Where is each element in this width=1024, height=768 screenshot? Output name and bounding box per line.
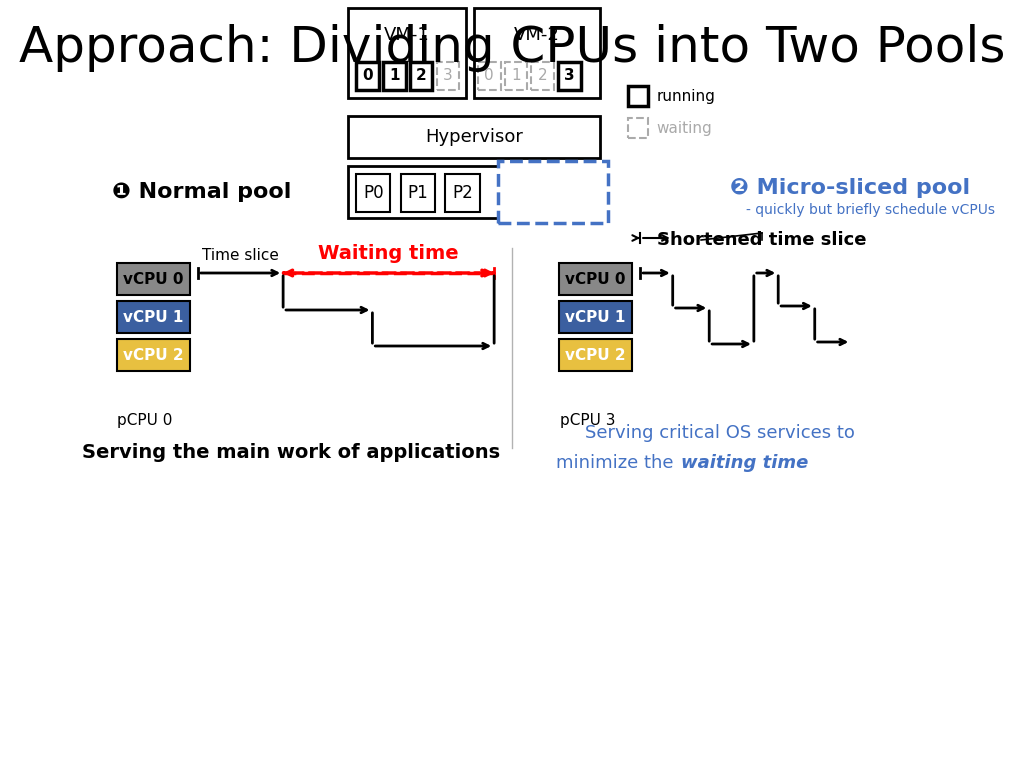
FancyBboxPatch shape xyxy=(356,62,379,90)
Text: P0: P0 xyxy=(362,184,384,202)
FancyBboxPatch shape xyxy=(436,62,459,90)
Text: Hypervisor: Hypervisor xyxy=(425,128,523,146)
FancyBboxPatch shape xyxy=(558,62,581,90)
Text: pCPU 3: pCPU 3 xyxy=(560,412,615,428)
FancyBboxPatch shape xyxy=(410,62,432,90)
FancyBboxPatch shape xyxy=(559,339,632,371)
Text: 2: 2 xyxy=(416,68,426,84)
Text: vCPU 0: vCPU 0 xyxy=(123,272,183,286)
Text: vCPU 1: vCPU 1 xyxy=(123,310,183,325)
FancyBboxPatch shape xyxy=(478,62,501,90)
Text: Approach: Dividing CPUs into Two Pools: Approach: Dividing CPUs into Two Pools xyxy=(18,24,1006,72)
FancyBboxPatch shape xyxy=(628,118,648,138)
FancyBboxPatch shape xyxy=(117,301,189,333)
Text: P1: P1 xyxy=(408,184,428,202)
FancyBboxPatch shape xyxy=(348,8,466,98)
Text: VM-1: VM-1 xyxy=(384,26,430,44)
Text: 1: 1 xyxy=(511,68,521,84)
Text: P3: P3 xyxy=(534,184,554,202)
Text: 0: 0 xyxy=(484,68,495,84)
Text: Serving critical OS services to: Serving critical OS services to xyxy=(585,424,855,442)
Text: waiting: waiting xyxy=(656,121,713,135)
FancyBboxPatch shape xyxy=(559,301,632,333)
FancyBboxPatch shape xyxy=(117,339,189,371)
FancyBboxPatch shape xyxy=(383,62,406,90)
Text: vCPU 0: vCPU 0 xyxy=(565,272,626,286)
Text: - quickly but briefly schedule vCPUs: - quickly but briefly schedule vCPUs xyxy=(745,203,994,217)
FancyBboxPatch shape xyxy=(445,174,479,212)
FancyBboxPatch shape xyxy=(400,174,435,212)
Text: 0: 0 xyxy=(362,68,373,84)
Text: pCPU 0: pCPU 0 xyxy=(118,412,173,428)
Text: vCPU 1: vCPU 1 xyxy=(565,310,626,325)
Text: Serving the main work of applications: Serving the main work of applications xyxy=(82,443,501,462)
Text: vCPU 2: vCPU 2 xyxy=(123,347,183,362)
Text: 3: 3 xyxy=(443,68,453,84)
FancyBboxPatch shape xyxy=(531,62,554,90)
Text: running: running xyxy=(656,88,716,104)
Text: 3: 3 xyxy=(564,68,574,84)
Text: vCPU 2: vCPU 2 xyxy=(565,347,626,362)
Text: ❷ Micro-sliced pool: ❷ Micro-sliced pool xyxy=(729,178,970,198)
FancyBboxPatch shape xyxy=(356,174,390,212)
FancyBboxPatch shape xyxy=(348,116,600,158)
FancyBboxPatch shape xyxy=(499,161,608,223)
Text: Time slice: Time slice xyxy=(202,248,279,263)
Text: P2: P2 xyxy=(453,184,473,202)
FancyBboxPatch shape xyxy=(559,263,632,295)
Text: 2: 2 xyxy=(538,68,548,84)
Text: ❶ Normal pool: ❶ Normal pool xyxy=(113,182,292,202)
FancyBboxPatch shape xyxy=(474,8,600,98)
FancyBboxPatch shape xyxy=(628,86,648,106)
Text: Shortened time slice: Shortened time slice xyxy=(657,231,866,249)
FancyBboxPatch shape xyxy=(348,166,600,218)
FancyBboxPatch shape xyxy=(505,62,527,90)
Text: waiting time: waiting time xyxy=(681,454,808,472)
Text: VM-2: VM-2 xyxy=(514,26,560,44)
Text: minimize the: minimize the xyxy=(556,454,679,472)
FancyBboxPatch shape xyxy=(526,174,561,212)
Text: 1: 1 xyxy=(389,68,399,84)
Text: Waiting time: Waiting time xyxy=(318,244,459,263)
FancyBboxPatch shape xyxy=(117,263,189,295)
